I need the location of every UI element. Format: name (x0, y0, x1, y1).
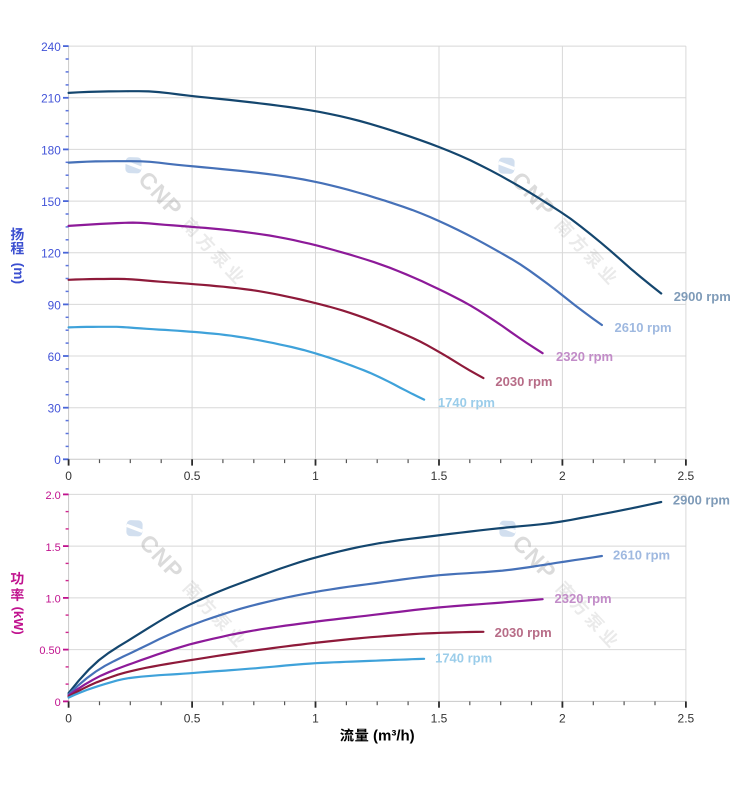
svg-text:90: 90 (48, 298, 62, 312)
svg-text:0: 0 (65, 469, 72, 483)
svg-text:0: 0 (65, 711, 72, 725)
svg-text:2320 rpm: 2320 rpm (555, 591, 612, 606)
svg-text:(m): (m) (11, 263, 26, 284)
svg-text:2.0: 2.0 (46, 490, 61, 502)
svg-text:0.50: 0.50 (39, 645, 60, 657)
svg-text:180: 180 (41, 143, 61, 157)
svg-text:0: 0 (54, 453, 61, 467)
svg-text:1.5: 1.5 (46, 542, 61, 554)
svg-text:2.5: 2.5 (678, 711, 695, 725)
svg-text:240: 240 (41, 40, 61, 54)
svg-text:0.5: 0.5 (184, 469, 201, 483)
svg-text:1740 rpm: 1740 rpm (438, 395, 495, 410)
svg-text:2: 2 (559, 469, 566, 483)
svg-text:1.5: 1.5 (431, 711, 448, 725)
svg-text:150: 150 (41, 195, 61, 209)
svg-text:1.0: 1.0 (46, 594, 61, 606)
svg-text:2900 rpm: 2900 rpm (673, 492, 730, 507)
svg-text:120: 120 (41, 247, 61, 261)
svg-text:2610 rpm: 2610 rpm (615, 320, 672, 335)
svg-text:210: 210 (41, 92, 61, 106)
svg-text:2.5: 2.5 (678, 469, 695, 483)
svg-text:1.5: 1.5 (431, 469, 448, 483)
svg-text:2320 rpm: 2320 rpm (556, 349, 613, 364)
svg-text:0: 0 (55, 697, 61, 709)
svg-text:2900 rpm: 2900 rpm (674, 289, 731, 304)
svg-text:1740 rpm: 1740 rpm (435, 650, 492, 665)
svg-text:(kW): (kW) (11, 607, 26, 635)
svg-text:1: 1 (312, 711, 319, 725)
svg-text:2610 rpm: 2610 rpm (613, 548, 670, 563)
svg-text:1: 1 (312, 469, 319, 483)
svg-text:2030 rpm: 2030 rpm (495, 374, 552, 389)
svg-text:(m³/h): (m³/h) (373, 728, 415, 745)
svg-text:2: 2 (559, 711, 566, 725)
svg-text:2030 rpm: 2030 rpm (495, 625, 552, 640)
svg-text:0.5: 0.5 (184, 711, 201, 725)
svg-text:60: 60 (48, 350, 62, 364)
svg-text:30: 30 (48, 402, 62, 416)
